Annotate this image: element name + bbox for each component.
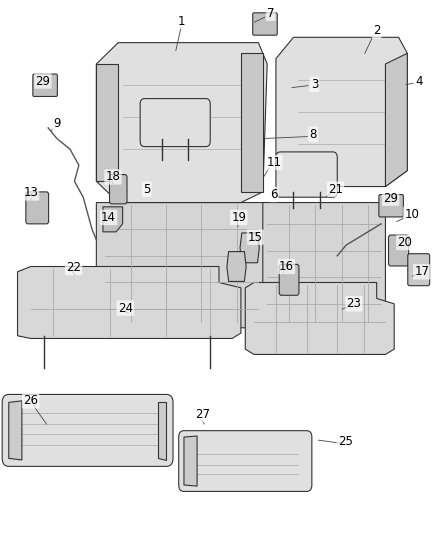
Polygon shape bbox=[158, 402, 166, 460]
Polygon shape bbox=[263, 203, 385, 325]
Polygon shape bbox=[227, 252, 246, 281]
Text: 29: 29 bbox=[383, 192, 398, 205]
Text: 14: 14 bbox=[101, 211, 116, 224]
Text: 6: 6 bbox=[270, 188, 278, 201]
Text: 23: 23 bbox=[346, 297, 361, 310]
Text: 19: 19 bbox=[231, 211, 246, 224]
FancyBboxPatch shape bbox=[276, 152, 337, 197]
Polygon shape bbox=[245, 282, 394, 354]
Text: 7: 7 bbox=[267, 7, 275, 20]
Text: 9: 9 bbox=[53, 117, 61, 130]
FancyBboxPatch shape bbox=[253, 13, 277, 35]
FancyBboxPatch shape bbox=[179, 431, 312, 491]
Polygon shape bbox=[103, 207, 123, 232]
Text: 18: 18 bbox=[106, 171, 120, 183]
Text: 25: 25 bbox=[338, 435, 353, 448]
Text: 4: 4 bbox=[415, 75, 423, 87]
Text: 13: 13 bbox=[23, 187, 38, 199]
Text: 16: 16 bbox=[279, 260, 294, 273]
FancyBboxPatch shape bbox=[110, 174, 127, 204]
FancyBboxPatch shape bbox=[389, 235, 409, 266]
Text: 22: 22 bbox=[66, 261, 81, 274]
Text: 26: 26 bbox=[23, 394, 38, 407]
Text: 15: 15 bbox=[248, 231, 263, 244]
Text: 5: 5 bbox=[143, 183, 150, 196]
Text: 2: 2 bbox=[373, 25, 381, 37]
Text: 17: 17 bbox=[414, 265, 429, 278]
Polygon shape bbox=[276, 37, 407, 187]
FancyBboxPatch shape bbox=[2, 394, 173, 466]
FancyBboxPatch shape bbox=[33, 74, 57, 96]
FancyBboxPatch shape bbox=[26, 192, 49, 224]
Polygon shape bbox=[385, 53, 407, 187]
Text: 29: 29 bbox=[35, 75, 50, 87]
Text: 8: 8 bbox=[310, 128, 317, 141]
Text: 3: 3 bbox=[311, 78, 318, 91]
Polygon shape bbox=[184, 436, 197, 486]
Text: 1: 1 bbox=[178, 15, 186, 28]
Polygon shape bbox=[9, 401, 22, 460]
Polygon shape bbox=[96, 64, 118, 181]
Text: 24: 24 bbox=[118, 302, 133, 314]
Polygon shape bbox=[18, 266, 241, 338]
Text: 27: 27 bbox=[195, 408, 210, 421]
FancyBboxPatch shape bbox=[140, 99, 210, 147]
Polygon shape bbox=[96, 203, 267, 328]
Polygon shape bbox=[96, 43, 267, 203]
FancyBboxPatch shape bbox=[379, 195, 403, 217]
Text: 20: 20 bbox=[397, 236, 412, 249]
Polygon shape bbox=[240, 233, 259, 263]
Text: 10: 10 bbox=[404, 208, 419, 221]
Text: 21: 21 bbox=[328, 183, 343, 196]
Text: 11: 11 bbox=[266, 156, 281, 169]
FancyBboxPatch shape bbox=[408, 254, 430, 286]
FancyBboxPatch shape bbox=[279, 264, 299, 295]
Polygon shape bbox=[241, 53, 263, 192]
